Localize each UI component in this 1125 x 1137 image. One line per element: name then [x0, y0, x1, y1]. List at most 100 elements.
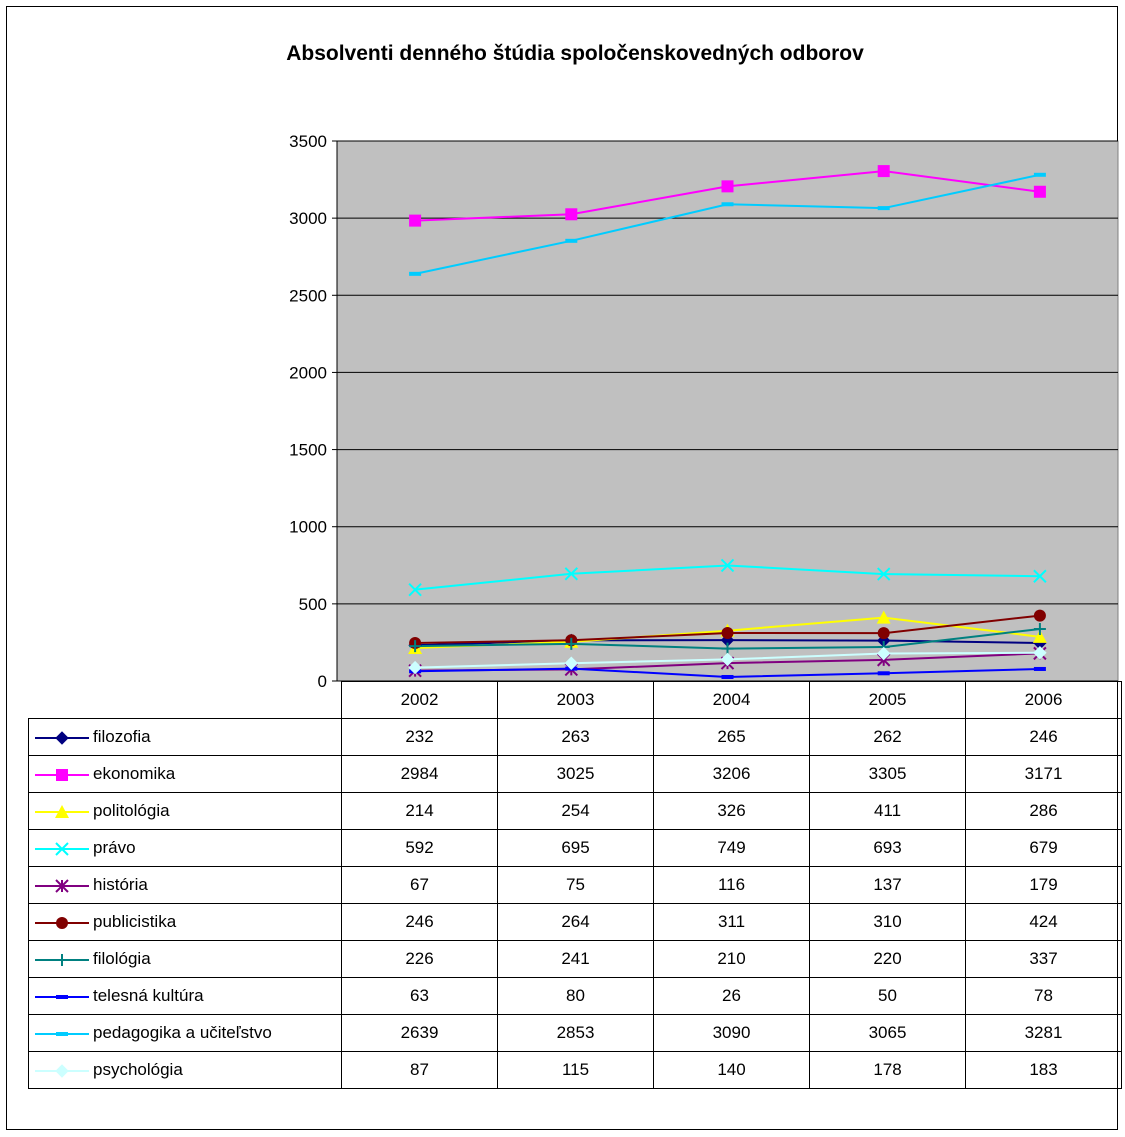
data-label: 3025 [497, 755, 654, 793]
series-name: pedagogika a učiteľstvo [93, 1023, 272, 1042]
legend-key-icon [35, 916, 89, 929]
data-label: 116 [653, 866, 810, 904]
data-point [721, 180, 734, 193]
category-header: 2006 [965, 681, 1122, 719]
data-point [877, 627, 890, 640]
data-label: 264 [497, 903, 654, 941]
data-label: 87 [341, 1051, 498, 1089]
data-label: 286 [965, 792, 1122, 830]
y-tick-label: 1500 [289, 441, 327, 460]
legend-marker [56, 953, 68, 966]
legend-cell: filozofia [28, 718, 342, 756]
data-label: 210 [653, 940, 810, 978]
y-tick-label: 3000 [289, 209, 327, 228]
data-label: 592 [341, 829, 498, 867]
legend-key-icon [35, 768, 89, 781]
data-label: 179 [965, 866, 1122, 904]
data-point [721, 674, 734, 679]
data-label: 3305 [809, 755, 966, 793]
data-label: 3090 [653, 1014, 810, 1052]
data-label: 246 [965, 718, 1122, 756]
legend-key-icon [35, 841, 89, 856]
table-row: pedagogika a učiteľstvo 2639 2853 3090 3065 3… [28, 1014, 1122, 1052]
data-label: 424 [965, 903, 1122, 941]
data-label: 140 [653, 1051, 810, 1089]
series-name: psychológia [93, 1060, 183, 1079]
plot-area: 0 500 1000 1500 2000 2500 3000 3500 [289, 132, 1119, 690]
table-header-row: 2002 2003 2004 2005 2006 [29, 681, 1122, 719]
legend-marker [55, 841, 69, 856]
data-label: 214 [341, 792, 498, 830]
table-row: politológia 214 254 326 411 286 [28, 792, 1122, 830]
data-point [1033, 185, 1046, 198]
data-point [1033, 609, 1046, 622]
series-name: filozofia [93, 727, 151, 746]
data-label: 749 [653, 829, 810, 867]
y-tick-label: 500 [299, 595, 327, 614]
series-name: filológia [93, 949, 151, 968]
category-header: 2004 [653, 681, 810, 719]
legend-cell: právo [28, 829, 342, 867]
data-label: 26 [653, 977, 810, 1015]
y-tick-label: 1000 [289, 518, 327, 537]
data-label: 80 [497, 977, 654, 1015]
data-label: 115 [497, 1051, 654, 1089]
data-point [409, 640, 422, 653]
series-name: telesná kultúra [93, 986, 204, 1005]
legend-key-icon [35, 994, 89, 999]
data-label: 226 [341, 940, 498, 978]
data-point [565, 238, 578, 243]
data-point [408, 660, 422, 675]
data-point [877, 165, 890, 178]
table-row: psychológia 87 115 140 178 183 [28, 1051, 1122, 1089]
data-point [1033, 623, 1046, 636]
data-point [565, 637, 578, 650]
legend-cell: publicistika [28, 903, 342, 941]
chart-title: Absolventi denného štúdia spoločenskoved… [286, 42, 864, 65]
data-label: 254 [497, 792, 654, 830]
data-point [1032, 629, 1047, 643]
data-label: 241 [497, 940, 654, 978]
table-row: ekonomika 2984 3025 3206 3305 3171 [28, 755, 1122, 793]
data-label: 3065 [809, 1014, 966, 1052]
data-point [877, 206, 890, 211]
data-label: 75 [497, 866, 654, 904]
legend-marker [56, 768, 68, 781]
data-point [721, 627, 734, 640]
table-row: história 67 75 116 137 179 [28, 866, 1122, 904]
data-point [409, 271, 422, 276]
series-name: ekonomika [93, 764, 176, 783]
data-table: 2002 2003 2004 2005 2006 filozofia 232 263 265 2… [28, 681, 1122, 1089]
data-label: 2639 [341, 1014, 498, 1052]
legend-cell: filológia [28, 940, 342, 978]
data-point [565, 208, 578, 221]
data-label: 50 [809, 977, 966, 1015]
legend-cell: psychológia [28, 1051, 342, 1089]
data-point [1033, 666, 1046, 671]
data-label: 246 [341, 903, 498, 941]
legend-marker [56, 1031, 68, 1036]
data-point [721, 202, 734, 207]
data-point [408, 582, 422, 597]
data-point [1033, 646, 1047, 660]
data-label: 326 [653, 792, 810, 830]
data-label: 411 [809, 792, 966, 830]
table-row: publicistika 246 264 311 310 424 [28, 903, 1122, 941]
legend-cell: ekonomika [28, 755, 342, 793]
legend-cell: politológia [28, 792, 342, 830]
category-header: 2002 [341, 681, 498, 719]
data-label: 178 [809, 1051, 966, 1089]
y-tick-label: 0 [318, 672, 327, 690]
data-point [564, 656, 579, 670]
series-name: história [93, 875, 148, 894]
data-label: 3281 [965, 1014, 1122, 1052]
data-label: 337 [965, 940, 1122, 978]
data-point [877, 671, 890, 676]
legend-marker [55, 804, 69, 818]
data-label: 311 [653, 903, 810, 941]
data-label: 220 [809, 940, 966, 978]
data-point [720, 652, 735, 667]
legend-key-icon [35, 953, 89, 966]
data-label: 310 [809, 903, 966, 941]
legend-cell: telesná kultúra [28, 977, 342, 1015]
